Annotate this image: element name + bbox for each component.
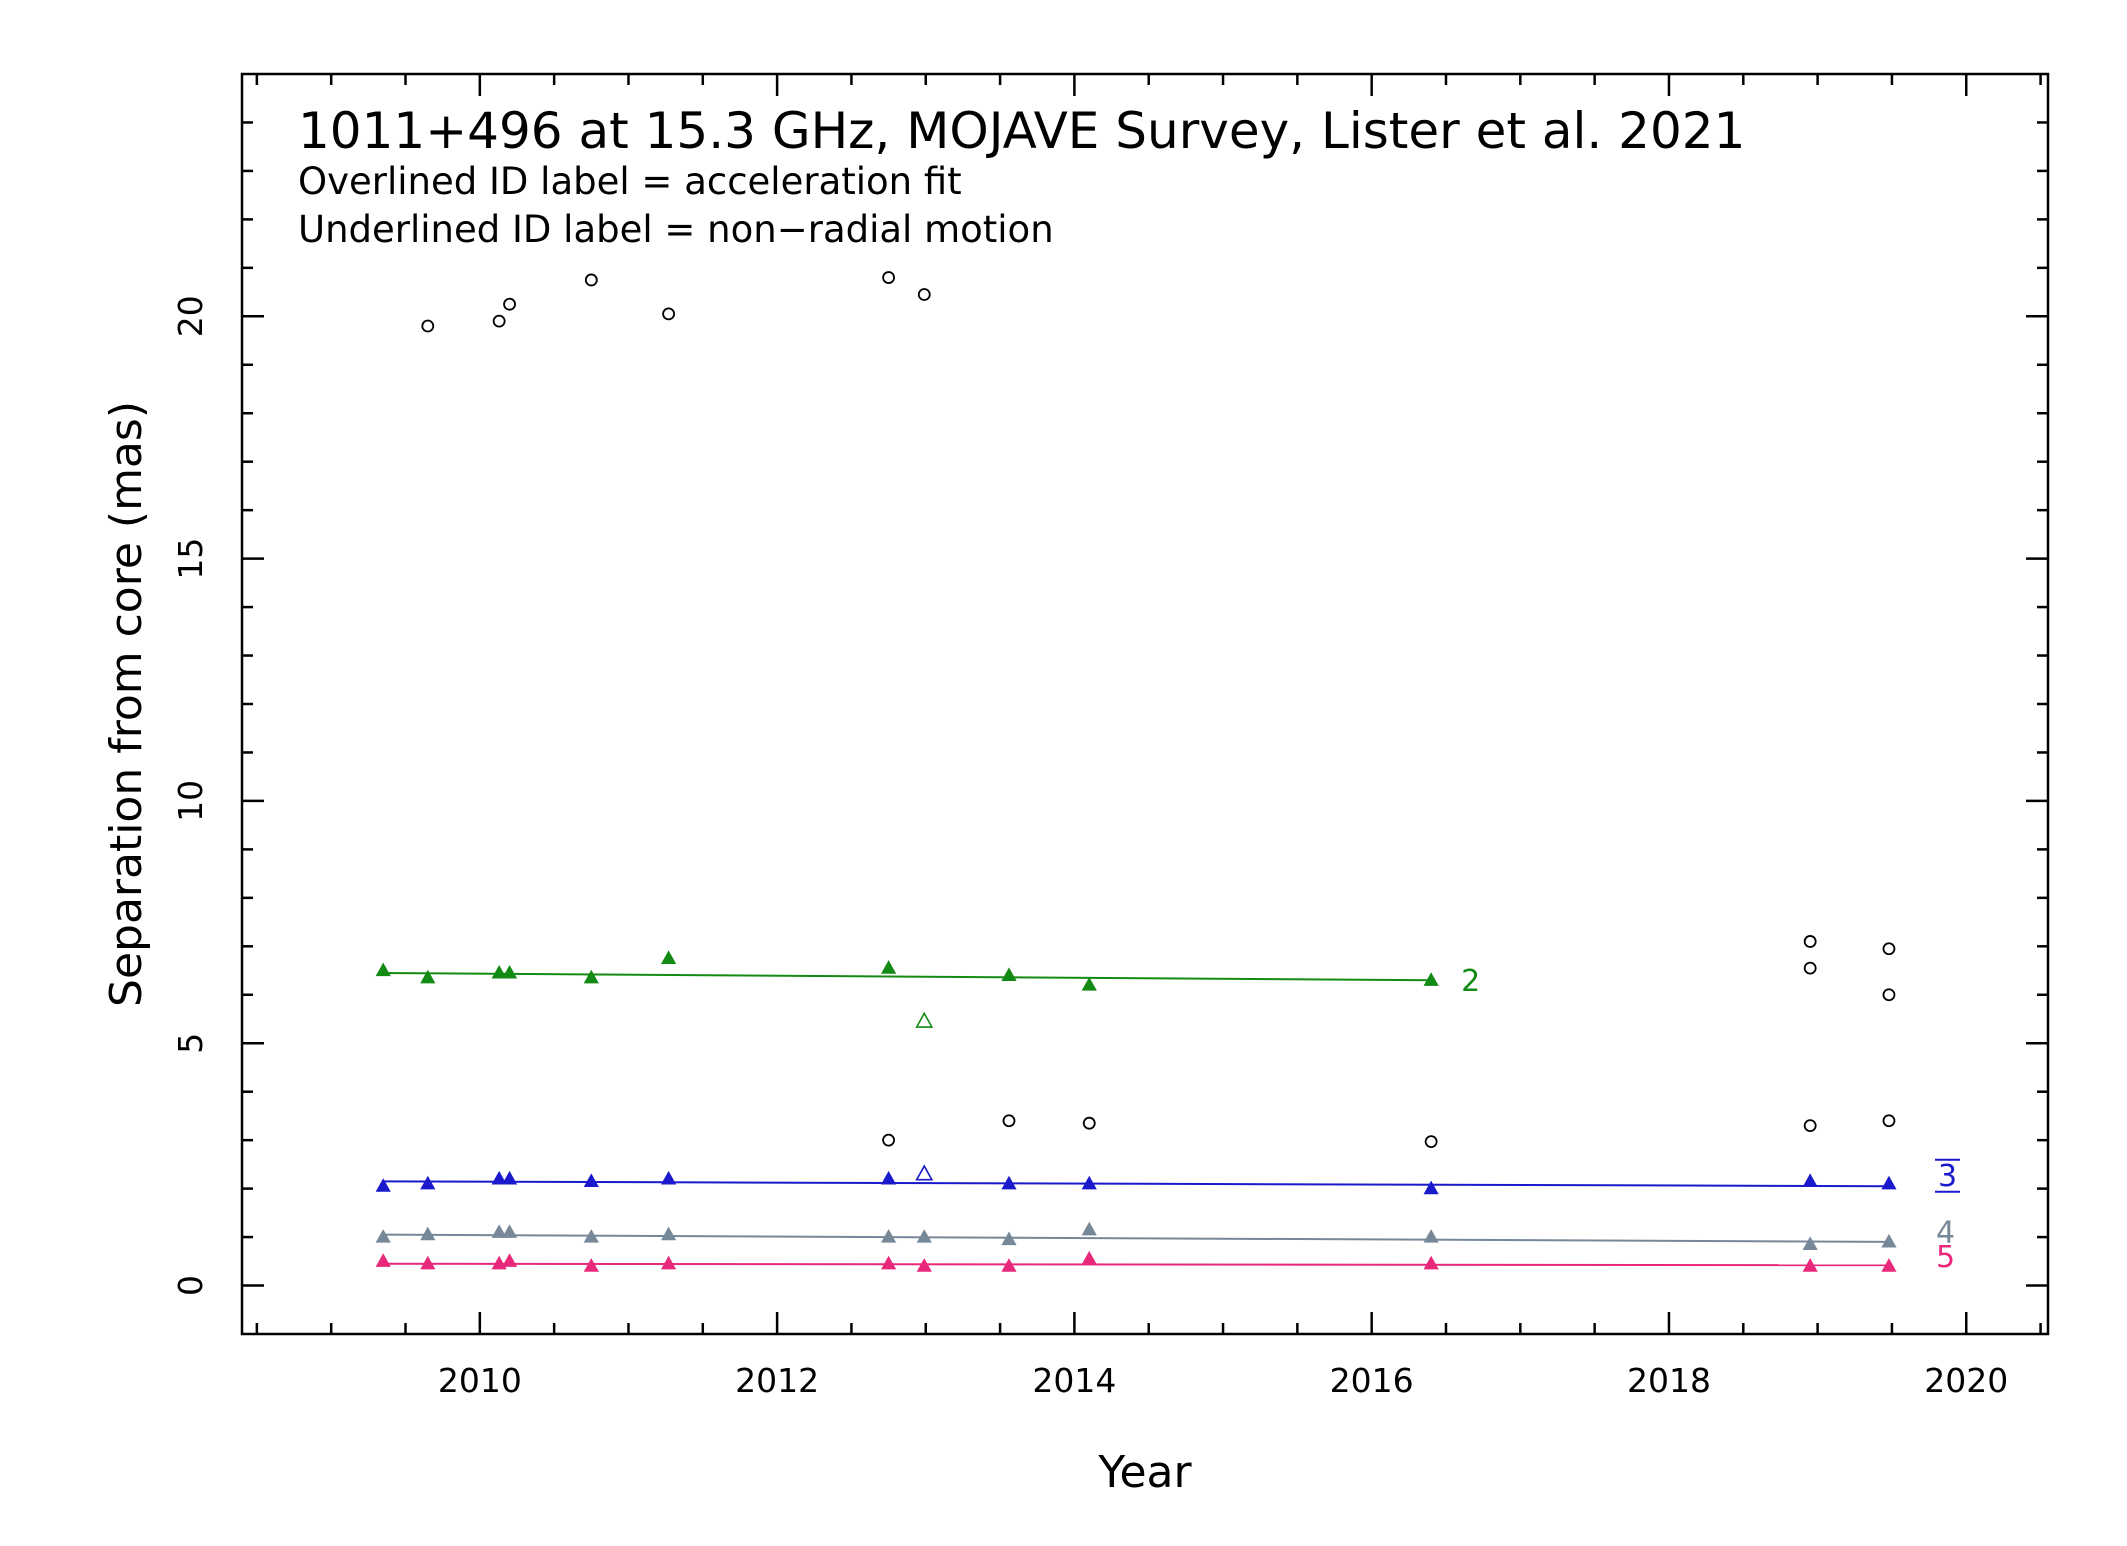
point-3	[420, 1175, 436, 1190]
x-tick-label: 2012	[735, 1361, 819, 1400]
point-5	[661, 1255, 677, 1270]
fit-lines	[383, 971, 1889, 1267]
point-3	[1081, 1175, 1097, 1190]
point-3	[491, 1170, 507, 1185]
other-component-point	[1803, 935, 1817, 948]
other-component-point	[662, 307, 676, 321]
point-3	[1001, 1175, 1017, 1190]
other-component-point	[1803, 1119, 1817, 1133]
other-component-point	[584, 273, 598, 287]
point-5	[420, 1255, 436, 1270]
y-axis-label: Separation from core (mas)	[101, 401, 152, 1007]
excluded-point-2	[915, 1011, 934, 1028]
data-points	[375, 271, 1897, 1272]
point-5	[1802, 1258, 1818, 1272]
fit-line-2	[383, 971, 1432, 982]
point-2	[583, 969, 599, 984]
point-4	[661, 1226, 677, 1241]
point-5	[583, 1258, 599, 1272]
point-2	[501, 964, 518, 979]
point-4	[880, 1229, 897, 1243]
point-5	[1423, 1255, 1439, 1270]
point-4	[583, 1229, 599, 1243]
y-tick-label: 15	[171, 538, 210, 580]
note-overlined: Overlined ID label = acceleration fit	[298, 160, 962, 203]
other-component-point	[421, 319, 435, 333]
point-2	[1423, 972, 1439, 986]
point-4	[1001, 1231, 1017, 1246]
x-tick-label: 2020	[1924, 1361, 2008, 1400]
other-component-point	[1882, 988, 1896, 1002]
point-2	[661, 950, 677, 965]
component-label-5: 5	[1936, 1240, 1955, 1275]
point-5	[375, 1253, 391, 1267]
point-5	[1081, 1250, 1097, 1265]
point-2	[420, 969, 436, 984]
y-tick-label: 20	[171, 295, 210, 337]
excluded-point-3	[915, 1164, 934, 1181]
other-component-point	[1882, 942, 1896, 956]
point-3	[1802, 1173, 1818, 1187]
point-4	[420, 1226, 436, 1241]
point-2	[1081, 977, 1097, 991]
component-label-4: 4	[1936, 1216, 1955, 1251]
point-3	[583, 1173, 599, 1187]
component-labels: 2 3 45	[1461, 964, 1960, 1275]
other-component-point	[1002, 1114, 1016, 1128]
other-component-point	[1882, 1114, 1896, 1128]
fit-line-4	[383, 1233, 1889, 1243]
point-4	[1802, 1236, 1818, 1250]
chart-title: 1011+496 at 15.3 GHz, MOJAVE Survey, Lis…	[298, 102, 1745, 160]
other-component-point	[882, 1133, 895, 1147]
fit-line-3	[383, 1180, 1889, 1188]
other-component-point	[882, 271, 895, 284]
point-5	[1001, 1258, 1017, 1272]
component-label-2: 2	[1461, 964, 1480, 999]
point-5	[501, 1253, 518, 1267]
point-4	[501, 1224, 518, 1238]
x-tick-label: 2010	[438, 1361, 522, 1400]
x-tick-label: 2018	[1627, 1361, 1711, 1400]
y-tick-label: 10	[171, 780, 210, 822]
other-component-point	[492, 314, 506, 328]
point-4	[1081, 1221, 1097, 1236]
y-tick-label: 5	[171, 1033, 210, 1054]
other-component-point	[1424, 1135, 1438, 1149]
x-tick-label: 2016	[1330, 1361, 1414, 1400]
x-tick-label: 2014	[1032, 1361, 1116, 1400]
other-component-point	[1082, 1116, 1096, 1130]
component-label-3: 3	[1938, 1159, 1957, 1194]
point-4	[916, 1229, 932, 1243]
note-underlined: Underlined ID label = non−radial motion	[298, 208, 1054, 251]
other-component-point	[1803, 961, 1817, 975]
fit-line-5	[383, 1262, 1889, 1267]
y-tick-label: 0	[171, 1275, 210, 1296]
point-4	[375, 1229, 391, 1243]
point-2	[375, 962, 391, 977]
point-2	[491, 964, 507, 979]
point-3	[880, 1170, 897, 1185]
point-3	[661, 1170, 677, 1185]
point-4	[1423, 1229, 1439, 1243]
point-5	[1881, 1258, 1897, 1272]
point-3	[501, 1170, 518, 1185]
point-5	[916, 1258, 932, 1272]
point-4	[1881, 1233, 1897, 1248]
point-5	[880, 1255, 897, 1270]
point-3	[1423, 1180, 1439, 1195]
axis-ticks: 2010 2012 2014 2016 2018 2020 0 5 10 15 20	[171, 74, 2048, 1400]
point-4	[491, 1224, 507, 1238]
point-3	[1881, 1175, 1897, 1190]
other-component-point	[503, 297, 516, 311]
x-axis-label: Year	[1097, 1447, 1192, 1498]
other-component-point	[917, 288, 931, 301]
point-2	[1001, 967, 1017, 981]
point-3	[375, 1178, 391, 1192]
point-2	[880, 960, 897, 974]
